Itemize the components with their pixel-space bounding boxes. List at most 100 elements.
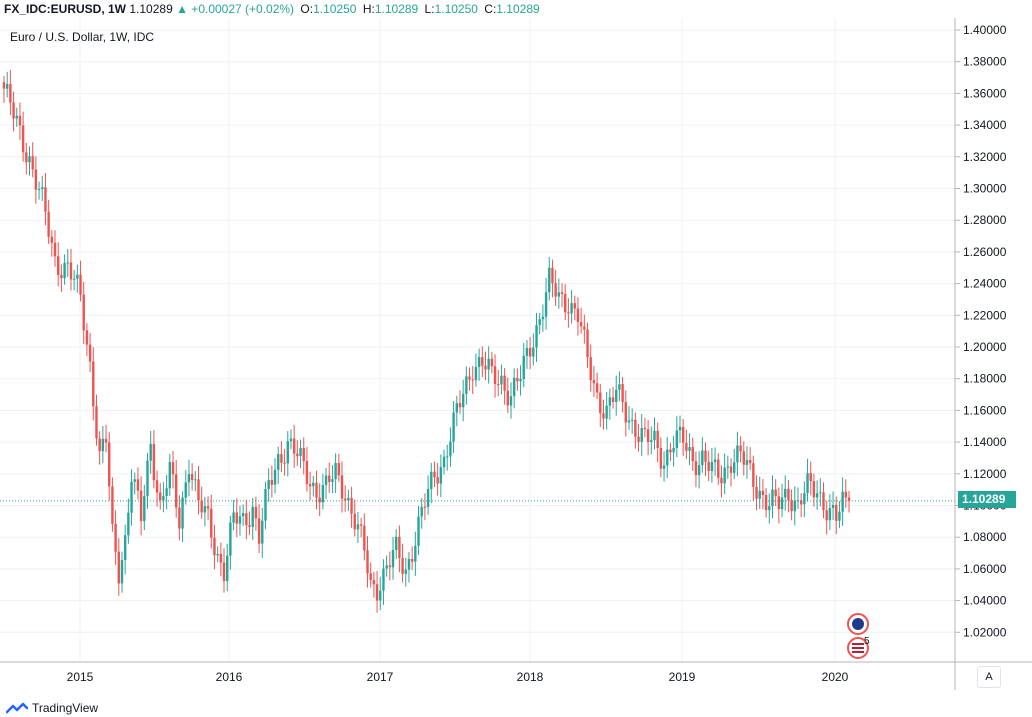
- candle[interactable]: [123, 524, 127, 575]
- candle[interactable]: [484, 351, 487, 381]
- candle[interactable]: [111, 477, 114, 532]
- candle[interactable]: [560, 283, 564, 308]
- candle[interactable]: [210, 494, 213, 549]
- candle[interactable]: [831, 491, 835, 520]
- candle[interactable]: [471, 365, 474, 395]
- candle[interactable]: [650, 426, 653, 455]
- tradingview-logo[interactable]: TradingView: [6, 700, 98, 716]
- candle[interactable]: [627, 406, 631, 430]
- candle[interactable]: [41, 175, 44, 201]
- candle[interactable]: [516, 368, 519, 391]
- candle[interactable]: [2, 75, 6, 103]
- candle[interactable]: [621, 377, 624, 413]
- candle[interactable]: [439, 454, 443, 498]
- candle[interactable]: [653, 417, 656, 450]
- candle[interactable]: [844, 479, 848, 508]
- candle[interactable]: [666, 437, 669, 479]
- candle[interactable]: [226, 543, 229, 592]
- candle[interactable]: [63, 254, 66, 285]
- candle[interactable]: [713, 447, 717, 476]
- candle[interactable]: [605, 392, 608, 430]
- candle[interactable]: [500, 364, 503, 395]
- candle[interactable]: [171, 451, 175, 489]
- candle[interactable]: [819, 478, 822, 507]
- candle[interactable]: [640, 413, 643, 456]
- candle[interactable]: [452, 401, 455, 454]
- candle[interactable]: [66, 248, 69, 277]
- candle[interactable]: [806, 458, 809, 502]
- candle[interactable]: [347, 489, 350, 512]
- candle[interactable]: [618, 371, 621, 402]
- candle[interactable]: [136, 467, 140, 500]
- candle[interactable]: [28, 146, 31, 176]
- candle[interactable]: [401, 543, 404, 583]
- candle[interactable]: [178, 495, 181, 541]
- candle[interactable]: [168, 454, 172, 496]
- candle[interactable]: [15, 107, 18, 127]
- candle[interactable]: [50, 230, 54, 257]
- candle[interactable]: [678, 415, 682, 443]
- candle[interactable]: [229, 515, 232, 570]
- candle[interactable]: [44, 173, 47, 226]
- candle[interactable]: [720, 465, 723, 498]
- symbol-name[interactable]: FX_IDC:EURUSD, 1W: [4, 2, 127, 16]
- candle[interactable]: [790, 489, 793, 521]
- candle[interactable]: [85, 323, 89, 357]
- candle[interactable]: [312, 475, 315, 497]
- candle[interactable]: [461, 379, 465, 422]
- candle[interactable]: [576, 297, 580, 336]
- candle[interactable]: [25, 142, 28, 175]
- candle[interactable]: [433, 461, 436, 487]
- candle[interactable]: [490, 352, 494, 374]
- candle[interactable]: [697, 451, 701, 489]
- candle[interactable]: [548, 257, 551, 301]
- candle[interactable]: [745, 446, 749, 479]
- candle[interactable]: [739, 436, 742, 463]
- candle[interactable]: [589, 344, 592, 392]
- candle[interactable]: [95, 394, 98, 446]
- candle[interactable]: [509, 382, 513, 419]
- candle[interactable]: [324, 467, 328, 500]
- candle[interactable]: [334, 453, 337, 493]
- candle[interactable]: [624, 390, 627, 437]
- candle[interactable]: [532, 333, 535, 366]
- candle[interactable]: [634, 412, 637, 449]
- candle[interactable]: [34, 156, 38, 204]
- candle[interactable]: [18, 102, 22, 140]
- candle[interactable]: [127, 498, 130, 544]
- candle[interactable]: [391, 536, 395, 580]
- candle[interactable]: [21, 111, 25, 162]
- candle[interactable]: [184, 470, 187, 505]
- candle[interactable]: [681, 419, 685, 456]
- candle[interactable]: [340, 461, 344, 513]
- candle[interactable]: [799, 493, 803, 518]
- candle[interactable]: [570, 290, 573, 324]
- candle[interactable]: [5, 71, 9, 98]
- candle[interactable]: [525, 340, 529, 369]
- candle[interactable]: [825, 501, 828, 535]
- candle[interactable]: [120, 551, 124, 593]
- candle[interactable]: [755, 475, 758, 511]
- candle[interactable]: [162, 482, 165, 513]
- candle[interactable]: [538, 312, 541, 334]
- candle[interactable]: [203, 496, 207, 527]
- candle[interactable]: [382, 559, 385, 605]
- candle[interactable]: [241, 504, 245, 526]
- candle[interactable]: [143, 484, 146, 531]
- candle[interactable]: [146, 452, 149, 509]
- candle[interactable]: [248, 511, 251, 535]
- candle[interactable]: [245, 499, 248, 540]
- candle[interactable]: [12, 91, 15, 132]
- candle[interactable]: [53, 230, 57, 267]
- candle[interactable]: [803, 481, 806, 518]
- candle[interactable]: [369, 562, 372, 588]
- candle[interactable]: [481, 346, 484, 378]
- candle[interactable]: [544, 277, 548, 330]
- candle[interactable]: [296, 440, 299, 466]
- candle[interactable]: [315, 470, 318, 510]
- candle[interactable]: [181, 491, 184, 543]
- candle[interactable]: [216, 546, 219, 563]
- candle[interactable]: [174, 460, 178, 518]
- candle[interactable]: [108, 432, 111, 501]
